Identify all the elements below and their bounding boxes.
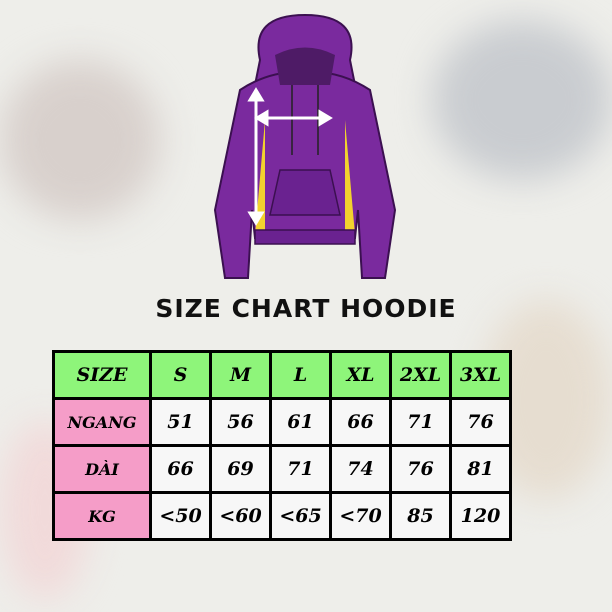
table-cell: 71: [389, 397, 452, 447]
table-cell: 76: [449, 397, 512, 447]
background-camo: [0, 60, 160, 220]
table-cell: 56: [209, 397, 272, 447]
header-cell: S: [149, 350, 212, 400]
hoodie-illustration: [213, 13, 397, 279]
header-cell: 3XL: [449, 350, 512, 400]
table-row: KG <50 <60 <65 <70 85 120: [52, 491, 512, 541]
table-cell: <50: [149, 491, 212, 541]
table-row: NGANG 51 56 61 66 71 76: [52, 397, 512, 447]
table-row: DÀI 66 69 71 74 76 81: [52, 444, 512, 494]
table-cell: 76: [389, 444, 452, 494]
table-cell: <60: [209, 491, 272, 541]
size-chart-table: SIZE S M L XL 2XL 3XL NGANG 51 56 61 66 …: [52, 350, 512, 541]
row-label: DÀI: [52, 444, 152, 494]
table-cell: 66: [329, 397, 392, 447]
table-cell: 66: [149, 444, 212, 494]
table-cell: 51: [149, 397, 212, 447]
table-cell: 71: [269, 444, 332, 494]
page-title: SIZE CHART HOODIE: [155, 294, 457, 323]
row-label: NGANG: [52, 397, 152, 447]
table-cell: 61: [269, 397, 332, 447]
table-cell: 81: [449, 444, 512, 494]
table-cell: <70: [329, 491, 392, 541]
table-cell: 120: [449, 491, 512, 541]
header-cell: L: [269, 350, 332, 400]
header-cell: M: [209, 350, 272, 400]
table-header-row: SIZE S M L XL 2XL 3XL: [52, 350, 512, 400]
row-label: KG: [52, 491, 152, 541]
table-cell: 74: [329, 444, 392, 494]
header-cell: SIZE: [52, 350, 152, 400]
table-cell: 69: [209, 444, 272, 494]
table-cell: <65: [269, 491, 332, 541]
header-cell: XL: [329, 350, 392, 400]
table-cell: 85: [389, 491, 452, 541]
measurement-arrows: [247, 87, 333, 226]
header-cell: 2XL: [389, 350, 452, 400]
background-camo: [432, 20, 612, 180]
